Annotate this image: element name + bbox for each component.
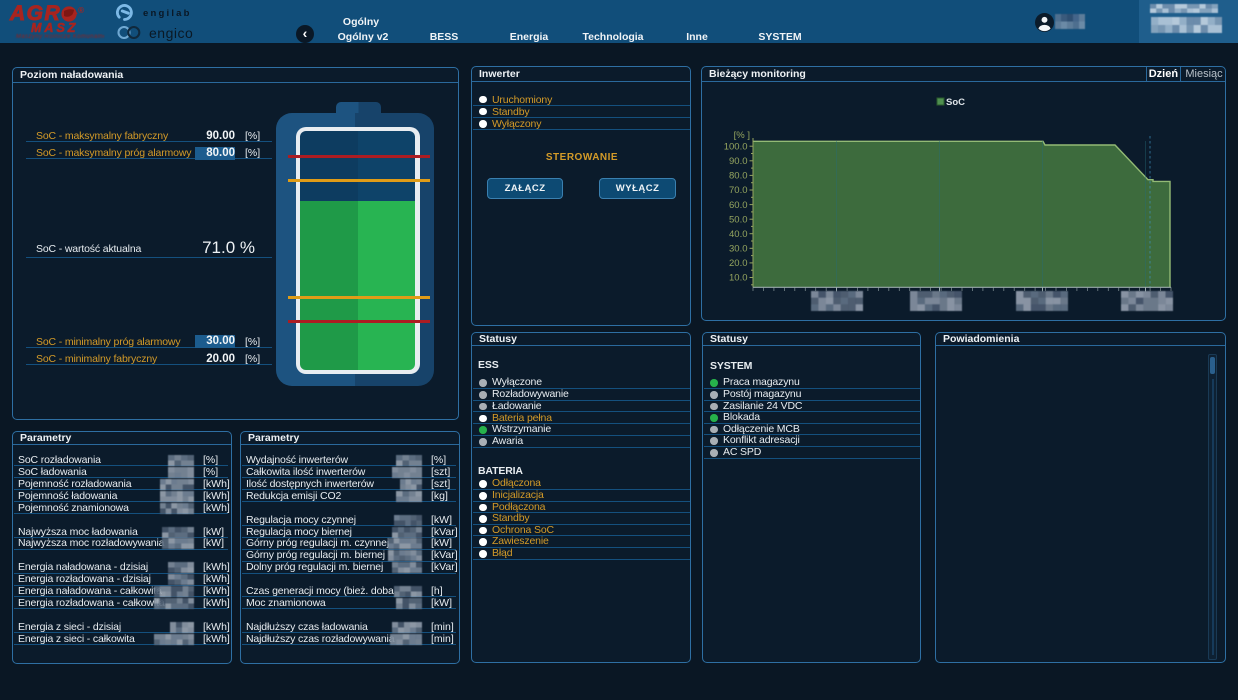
svg-text:30.0: 30.0 [729, 244, 748, 255]
svg-text:50.0: 50.0 [729, 214, 748, 225]
svg-text:10.0: 10.0 [729, 273, 748, 284]
svg-text:20.0: 20.0 [729, 258, 748, 269]
svg-text:70.0: 70.0 [729, 185, 748, 196]
svg-text:100.0: 100.0 [724, 141, 748, 152]
svg-text:80.0: 80.0 [729, 171, 748, 182]
svg-text:60.0: 60.0 [729, 200, 748, 211]
svg-text:90.0: 90.0 [729, 156, 748, 167]
svg-text:[% ]: [% ] [734, 130, 750, 141]
svg-text:SoC: SoC [946, 97, 965, 108]
svg-text:40.0: 40.0 [729, 229, 748, 240]
